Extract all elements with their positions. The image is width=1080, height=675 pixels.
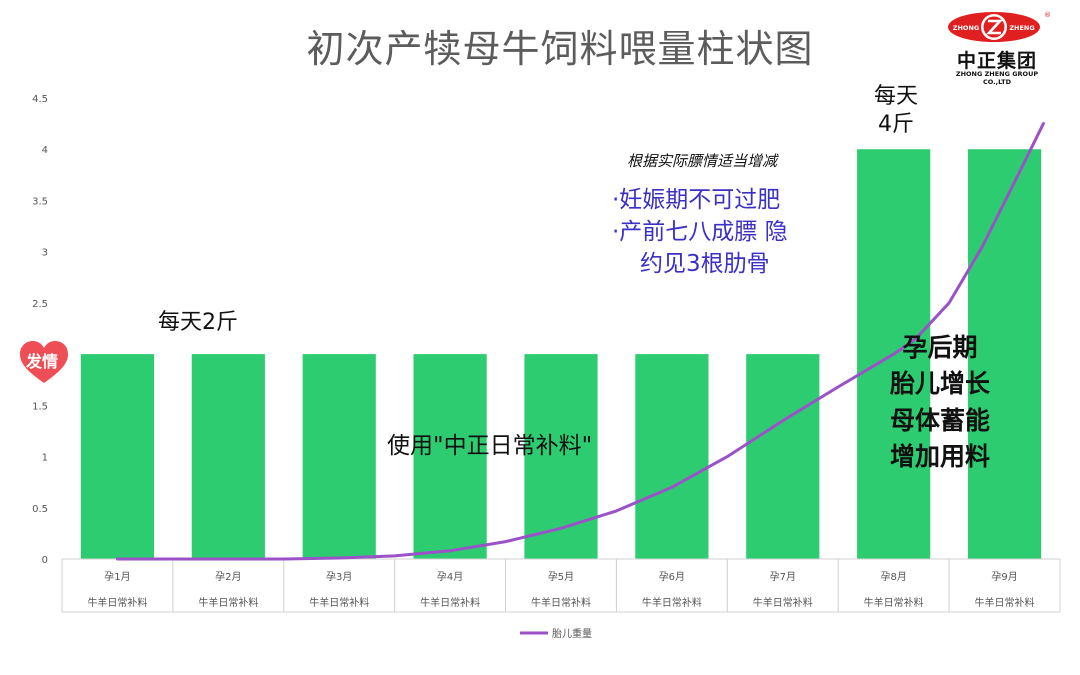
annotation-late-1: 孕后期 [902,333,978,362]
logo-name-en: ZHONG ZHENG GROUP CO.,LTD [955,70,1039,86]
annotation-tip-1: ·妊娠期不可过肥 [612,187,781,213]
legend-label: 胎儿重量 [552,627,592,640]
bar [80,354,155,559]
annotation-usage: 使用"中正日常补料" [387,433,593,459]
x-tick-label: 孕1月 [104,571,130,583]
annotation-late-stage: 孕后期 胎儿增长 母体蓄能 增加用料 [860,330,1020,475]
y-tick-label: 3 [42,248,48,259]
x-tick-sublabel: 牛羊日常补料 [420,596,480,609]
bar [524,354,598,559]
logo-badge-right: ZHENG [1009,24,1034,32]
annotation-tip-3: 约见3根肋骨 [640,251,770,277]
x-tick-sublabel: 牛羊日常补料 [975,596,1035,609]
heart-icon [20,341,68,383]
company-logo: ZHONG ZHENG ® 中正集团 ZHONG ZHENG GROUP CO.… [944,10,1051,86]
annotation-late-4: 增加用料 [889,441,990,471]
x-tick-label: 孕3月 [326,571,352,583]
annotation-tip-2: ·产前七八成膘 隐 [612,219,788,245]
chart-title: 初次产犊母牛饲料喂量柱状图 [306,27,814,71]
bar [635,354,709,559]
logo-badge-icon: ZHONG ZHENG ® [948,11,1051,42]
logo-name-cn: 中正集团 [956,50,1037,72]
bar [413,354,487,559]
x-tick-sublabel: 牛羊日常补料 [864,596,924,609]
bar [967,149,1042,559]
x-tick-sublabel: 牛羊日常补料 [87,596,147,609]
bar [746,354,820,559]
x-tick-label: 孕6月 [659,571,685,583]
logo-reg-mark: ® [1044,11,1050,19]
heart-label: 发情 [25,352,58,371]
x-tick-sublabel: 牛羊日常补料 [309,596,369,609]
x-tick-label: 孕2月 [215,571,241,583]
x-tick-sublabel: 牛羊日常补料 [531,596,591,609]
logo-badge-left: ZHONG [953,24,979,32]
y-tick-label: 1 [42,453,48,464]
annotation-daily-2: 每天2斤 [158,310,238,335]
line-series-fetal-weight [115,122,1045,561]
annotation-late-2: 胎儿增长 [889,369,990,399]
annotation-daily-4-line1: 每天 [873,84,918,109]
y-tick-label: 3.5 [32,196,48,207]
y-tick-label: 0 [42,555,48,566]
bar [191,354,265,559]
y-tick-label: 1.5 [32,401,48,412]
x-tick-sublabel: 牛羊日常补料 [642,596,702,609]
bar [302,354,376,559]
annotation-late-3: 母体蓄能 [889,405,990,435]
x-tick-sublabel: 牛羊日常补料 [753,596,813,609]
x-tick-label: 孕5月 [548,571,574,583]
x-tick-label: 孕8月 [880,571,906,583]
y-tick-label: 4 [42,145,48,156]
x-tick-label: 孕4月 [437,571,463,583]
y-tick-label: 0.5 [32,504,48,515]
x-tick-label: 孕7月 [770,571,796,583]
annotation-adjust-note: 根据实际膘情适当增减 [627,152,778,170]
x-tick-label: 孕9月 [991,571,1017,583]
y-tick-label: 4.5 [32,94,48,105]
y-tick-label: 2.5 [32,299,48,310]
annotation-daily-4-line2: 4斤 [878,112,914,137]
x-tick-sublabel: 牛羊日常补料 [198,596,258,609]
